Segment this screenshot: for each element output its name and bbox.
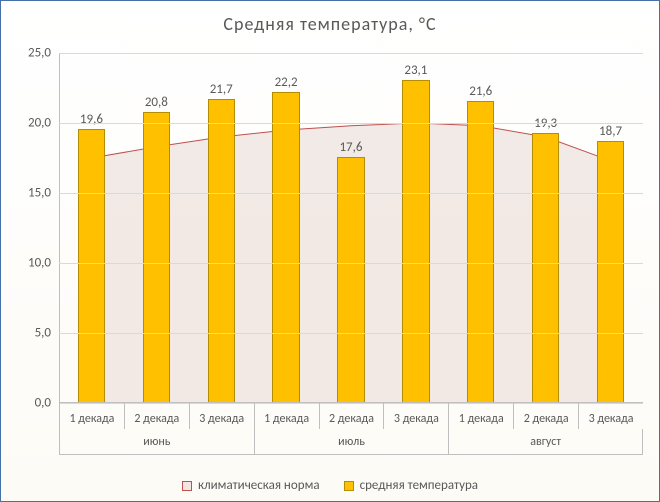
y-tick-label: 0,0 [35, 396, 51, 411]
bar: 18,7 [597, 141, 624, 403]
y-tick-label: 5,0 [35, 326, 51, 341]
legend-swatch-bar [344, 481, 354, 491]
y-tick-label: 10,0 [28, 256, 51, 271]
bar-value-label: 20,8 [144, 95, 169, 110]
gridline [59, 333, 643, 334]
x-axis: 1 декада2 декада3 декада1 декада2 декада… [59, 403, 643, 467]
bar-value-label: 19,6 [79, 112, 104, 127]
y-tick-label: 20,0 [28, 116, 51, 131]
legend-item-area: климатическая норма [182, 478, 320, 493]
x-group-label: август [448, 429, 643, 455]
y-axis-line [59, 53, 60, 403]
bars-layer: 19,6 20,8 21,7 22,2 17,6 23,1 21,6 19,3 18,7 [59, 53, 643, 403]
x-category-label: 3 декада [578, 403, 643, 429]
bar: 23,1 [402, 80, 429, 403]
x-category-label: 1 декада [448, 403, 513, 429]
y-tick-label: 15,0 [28, 186, 51, 201]
x-category-label: 3 декада [383, 403, 448, 429]
gridline [59, 263, 643, 264]
legend-swatch-area [182, 481, 192, 491]
legend: климатическая норма средняя температура [1, 478, 659, 493]
legend-item-bar: средняя температура [344, 478, 478, 493]
gridline [59, 53, 643, 54]
x-category-label: 2 декада [319, 403, 384, 429]
chart-container: Средняя температура, °C 19,6 20,8 21,7 22,2… [0, 0, 660, 502]
bar: 22,2 [272, 92, 299, 403]
gridline [59, 123, 643, 124]
bar: 21,7 [208, 99, 235, 403]
bar: 19,6 [78, 129, 105, 403]
x-category-label: 2 декада [513, 403, 578, 429]
y-tick-label: 25,0 [28, 46, 51, 61]
plot-area: 19,620,821,722,217,623,121,619,318,7 0,0… [59, 53, 643, 403]
bar-value-label: 22,2 [273, 75, 298, 90]
x-group-label: июнь [59, 429, 254, 455]
chart-title: Средняя температура, °C [1, 1, 659, 35]
bar: 20,8 [143, 112, 170, 403]
x-category-label: 3 декада [189, 403, 254, 429]
bar-value-label: 18,7 [598, 124, 623, 139]
gridline [59, 193, 643, 194]
bar-value-label: 21,6 [468, 84, 493, 99]
x-group-label: июль [254, 429, 449, 455]
legend-label-area: климатическая норма [198, 478, 320, 493]
bar: 19,3 [532, 133, 559, 403]
legend-label-bar: средняя температура [360, 478, 478, 493]
bar-value-label: 23,1 [403, 63, 428, 78]
bar-value-label: 21,7 [209, 82, 234, 97]
x-category-label: 1 декада [59, 403, 124, 429]
bar-value-label: 17,6 [338, 140, 363, 155]
bar: 21,6 [467, 101, 494, 403]
x-category-label: 1 декада [254, 403, 319, 429]
x-category-label: 2 декада [124, 403, 189, 429]
